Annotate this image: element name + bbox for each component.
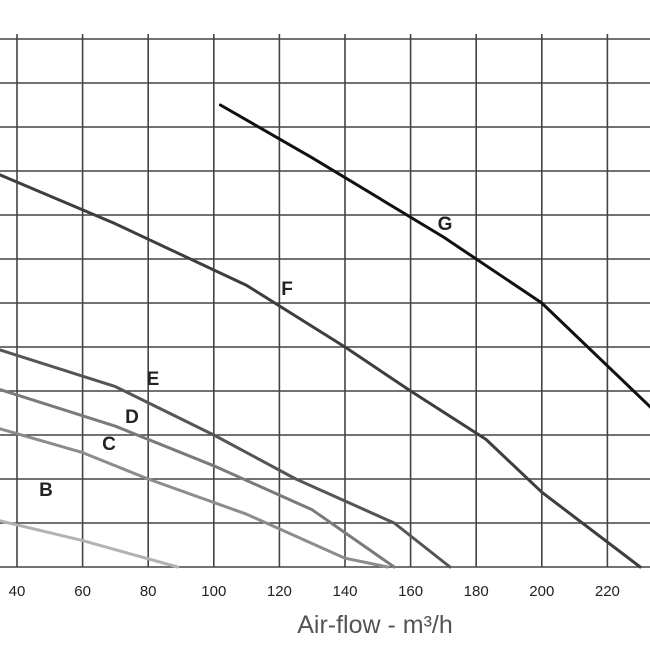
x-tick-label: 160 [398,583,423,600]
x-tick-label: 180 [464,583,489,600]
x-axis-label: Air-flow - m³/h [297,611,453,639]
series-label-g: G [438,214,453,235]
series-line-f [0,173,642,569]
x-tick-label: 120 [267,583,292,600]
series-line-e [0,348,452,569]
series-label-c: C [102,434,116,455]
chart-x-ticks: 40 60 80 100 120 140 160 180 200 220 [9,583,620,600]
x-tick-label: 100 [201,583,226,600]
series-line-g [218,103,650,409]
chart-curve-labels: B CDE F G [39,214,452,501]
x-tick-label: 40 [9,583,26,600]
series-line-d [0,387,396,569]
x-tick-label: 200 [529,583,554,600]
x-tick-label: 60 [74,583,91,600]
series-line-c [0,427,390,569]
x-tick-label: 80 [140,583,157,600]
series-label-e: E [147,369,160,390]
x-tick-label: 140 [332,583,357,600]
chart-grid [0,34,650,568]
series-label-f: F [281,279,293,300]
x-tick-label: 220 [595,583,620,600]
series-line-b [0,519,180,569]
series-label-b: B [39,480,53,501]
chart-curves [0,103,650,569]
series-label-d: D [125,407,139,428]
